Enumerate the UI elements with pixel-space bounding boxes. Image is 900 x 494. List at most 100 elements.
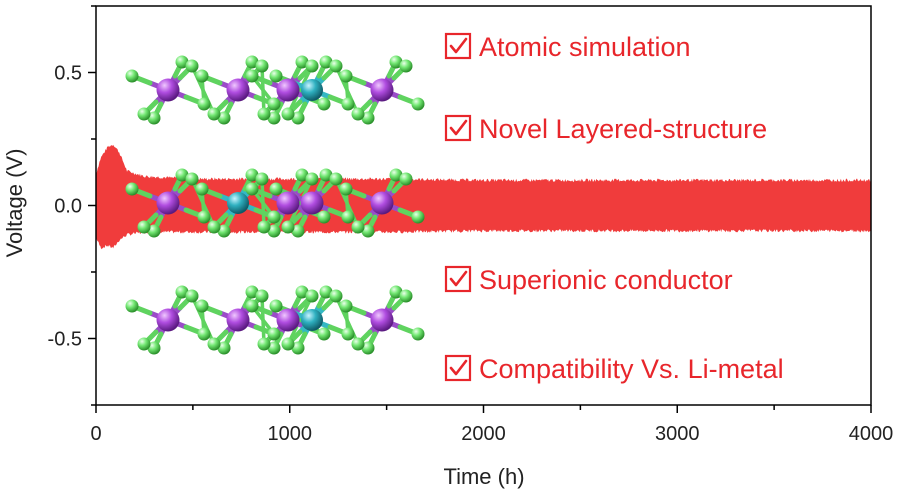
atom <box>276 78 300 102</box>
y-axis-title: Voltage (V) <box>2 149 27 258</box>
checkbox-icon <box>444 354 472 382</box>
atom <box>295 55 309 69</box>
feature-list: Atomic simulation Novel Layered-structur… <box>444 32 784 384</box>
atom <box>295 285 309 299</box>
atom <box>245 69 259 83</box>
atom <box>207 220 221 234</box>
atom <box>267 224 281 238</box>
atom <box>195 182 209 196</box>
atom <box>276 191 300 215</box>
bond <box>334 64 360 116</box>
atom <box>185 59 199 73</box>
y-tick-label: 0.5 <box>54 63 82 85</box>
bond <box>190 177 216 229</box>
atom <box>175 55 189 69</box>
axes <box>88 5 872 413</box>
atom <box>339 299 353 313</box>
atom <box>411 327 425 341</box>
atom <box>399 59 413 73</box>
atom <box>147 341 161 355</box>
atom <box>281 220 295 234</box>
checkmark-icon <box>449 119 468 136</box>
checkmark-icon <box>449 270 468 287</box>
feature-label: Novel Layered-structure <box>479 114 767 144</box>
atom <box>370 308 394 332</box>
feature-item: Atomic simulation <box>444 32 691 62</box>
atom <box>317 97 331 111</box>
atom <box>137 107 151 121</box>
atom <box>305 59 319 73</box>
atom <box>245 182 259 196</box>
atom <box>319 55 333 69</box>
atom <box>399 172 413 186</box>
y-tick-labels: 0.5 0.0 -0.5 <box>48 63 82 351</box>
atom <box>156 191 180 215</box>
atom <box>291 224 305 238</box>
atom <box>156 308 180 332</box>
atom <box>370 191 394 215</box>
x-tick-labels: 0 1000 2000 3000 4000 <box>90 423 893 445</box>
atom <box>341 97 355 111</box>
atom <box>267 111 281 125</box>
y-tick-label: 0.0 <box>54 196 82 218</box>
bond <box>260 177 266 229</box>
atom <box>389 168 403 182</box>
atom <box>281 107 295 121</box>
atom <box>317 327 331 341</box>
bond <box>286 177 314 229</box>
atom <box>217 224 231 238</box>
atom <box>351 337 365 351</box>
atom <box>195 299 209 313</box>
feature-label: Compatibility Vs. Li-metal <box>479 354 784 384</box>
atom <box>267 97 281 111</box>
atom <box>255 289 269 303</box>
bond <box>286 64 314 116</box>
checkmark-icon <box>449 359 468 376</box>
atom <box>389 55 403 69</box>
x-tick-label: 4000 <box>849 423 894 445</box>
atom <box>319 168 333 182</box>
checkbox-icon <box>444 114 472 142</box>
atom <box>255 172 269 186</box>
atom <box>175 285 189 299</box>
atom <box>305 172 319 186</box>
feature-item: Novel Layered-structure <box>444 114 767 144</box>
x-tick-label: 1000 <box>268 423 313 445</box>
atom <box>227 192 249 214</box>
atom <box>207 107 221 121</box>
atom <box>291 111 305 125</box>
x-axis-title: Time (h) <box>443 464 524 489</box>
atom <box>361 111 375 125</box>
atom <box>125 69 139 83</box>
atom <box>341 210 355 224</box>
atom <box>269 182 283 196</box>
atom <box>195 69 209 83</box>
atom <box>329 172 343 186</box>
atom <box>175 168 189 182</box>
atom <box>329 289 343 303</box>
atom <box>207 337 221 351</box>
atom <box>281 337 295 351</box>
y-tick-label: -0.5 <box>48 329 82 351</box>
atom <box>156 78 180 102</box>
atom <box>147 224 161 238</box>
atom <box>137 220 151 234</box>
atom <box>351 107 365 121</box>
atom <box>389 285 403 299</box>
x-tick-label: 0 <box>90 423 101 445</box>
atom <box>197 210 211 224</box>
atom <box>361 341 375 355</box>
bond <box>190 294 216 346</box>
atom <box>305 289 319 303</box>
atom <box>341 327 355 341</box>
atom <box>269 299 283 313</box>
atom <box>255 59 269 73</box>
x-tick-label: 2000 <box>461 423 506 445</box>
atom <box>197 97 211 111</box>
bond <box>334 177 360 229</box>
atom <box>351 220 365 234</box>
atom <box>217 341 231 355</box>
atom <box>301 79 323 101</box>
bond <box>190 64 216 116</box>
